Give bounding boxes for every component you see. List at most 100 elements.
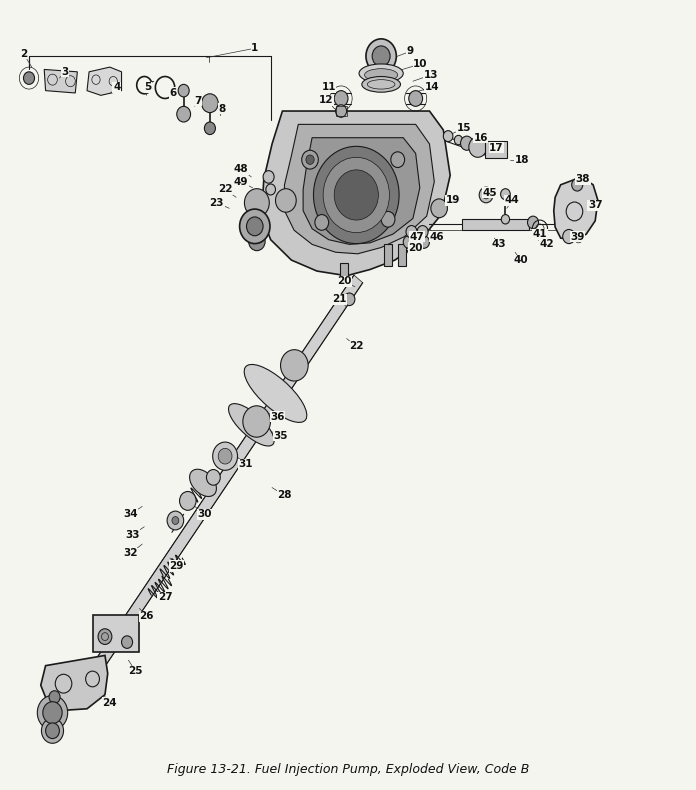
Text: 42: 42 xyxy=(539,239,554,250)
Bar xyxy=(384,243,392,265)
Circle shape xyxy=(178,85,189,97)
Circle shape xyxy=(280,350,308,381)
Text: 1: 1 xyxy=(251,43,258,53)
Circle shape xyxy=(372,46,390,66)
Ellipse shape xyxy=(359,64,403,83)
Text: 45: 45 xyxy=(482,187,497,198)
Text: 6: 6 xyxy=(170,88,177,98)
Circle shape xyxy=(334,170,379,220)
Text: 48: 48 xyxy=(234,164,248,174)
Circle shape xyxy=(263,171,274,183)
Text: 23: 23 xyxy=(209,198,224,208)
Text: 22: 22 xyxy=(218,185,232,194)
Bar xyxy=(340,263,348,285)
Polygon shape xyxy=(303,137,420,244)
Text: 27: 27 xyxy=(158,592,173,603)
Circle shape xyxy=(443,130,453,141)
Polygon shape xyxy=(262,111,450,276)
Circle shape xyxy=(219,449,232,464)
Circle shape xyxy=(571,179,583,191)
Circle shape xyxy=(122,636,132,649)
Circle shape xyxy=(344,293,355,306)
Circle shape xyxy=(207,469,220,485)
Circle shape xyxy=(45,723,59,739)
Text: 12: 12 xyxy=(319,95,333,105)
Circle shape xyxy=(391,152,404,167)
Ellipse shape xyxy=(365,69,397,81)
Text: 11: 11 xyxy=(322,82,336,92)
Text: 38: 38 xyxy=(576,175,590,184)
Circle shape xyxy=(461,136,473,150)
Text: 22: 22 xyxy=(349,341,363,352)
Text: 9: 9 xyxy=(406,47,413,56)
Text: 36: 36 xyxy=(270,412,285,422)
Bar xyxy=(397,243,406,265)
Circle shape xyxy=(418,235,429,248)
Circle shape xyxy=(43,702,62,724)
Circle shape xyxy=(42,718,63,743)
Circle shape xyxy=(239,209,270,243)
Text: 8: 8 xyxy=(219,103,226,114)
Circle shape xyxy=(469,137,487,157)
Circle shape xyxy=(177,107,191,122)
Text: 31: 31 xyxy=(239,459,253,469)
Circle shape xyxy=(266,184,276,195)
Circle shape xyxy=(248,231,265,250)
Circle shape xyxy=(276,189,296,213)
Text: 26: 26 xyxy=(139,611,154,621)
Circle shape xyxy=(167,511,184,530)
Text: 25: 25 xyxy=(128,666,143,676)
Circle shape xyxy=(38,695,68,730)
Circle shape xyxy=(479,187,493,203)
Polygon shape xyxy=(462,219,529,230)
Text: 28: 28 xyxy=(277,491,292,500)
Text: 5: 5 xyxy=(144,82,152,92)
Text: 2: 2 xyxy=(20,49,27,58)
Circle shape xyxy=(409,91,422,107)
Circle shape xyxy=(180,491,196,510)
Circle shape xyxy=(406,226,417,238)
Circle shape xyxy=(431,199,448,218)
Text: 47: 47 xyxy=(410,231,425,242)
Ellipse shape xyxy=(362,77,400,92)
Circle shape xyxy=(306,155,314,164)
Circle shape xyxy=(381,212,395,228)
Bar xyxy=(93,615,139,653)
Circle shape xyxy=(335,105,347,117)
Text: 19: 19 xyxy=(445,195,460,205)
Text: 32: 32 xyxy=(123,548,138,559)
Circle shape xyxy=(302,150,318,169)
Circle shape xyxy=(482,191,489,199)
Text: 34: 34 xyxy=(123,510,138,519)
Circle shape xyxy=(403,235,414,248)
Text: 16: 16 xyxy=(473,133,488,143)
Text: 18: 18 xyxy=(515,155,529,164)
Polygon shape xyxy=(45,70,77,93)
Text: 3: 3 xyxy=(61,67,68,77)
Text: 10: 10 xyxy=(413,59,428,69)
Ellipse shape xyxy=(189,469,216,496)
Circle shape xyxy=(49,690,60,703)
Text: 24: 24 xyxy=(102,698,117,708)
Circle shape xyxy=(323,157,390,232)
Circle shape xyxy=(243,406,271,437)
Text: 41: 41 xyxy=(532,229,547,239)
Circle shape xyxy=(563,229,575,243)
Text: 35: 35 xyxy=(273,431,287,441)
Text: 29: 29 xyxy=(170,561,184,571)
Text: 44: 44 xyxy=(505,195,520,205)
Text: 4: 4 xyxy=(113,82,120,92)
Text: 43: 43 xyxy=(491,239,506,250)
Text: 7: 7 xyxy=(193,96,201,106)
Circle shape xyxy=(202,94,219,113)
Bar xyxy=(335,107,347,116)
Text: 14: 14 xyxy=(425,82,440,92)
Text: Figure 13-21. Fuel Injection Pump, Exploded View, Code B: Figure 13-21. Fuel Injection Pump, Explo… xyxy=(167,763,529,777)
Circle shape xyxy=(315,215,329,230)
Text: 49: 49 xyxy=(234,177,248,186)
Circle shape xyxy=(334,91,348,107)
Text: 40: 40 xyxy=(513,255,528,265)
Bar xyxy=(484,141,507,158)
Text: 20: 20 xyxy=(409,243,423,253)
Circle shape xyxy=(98,629,112,645)
